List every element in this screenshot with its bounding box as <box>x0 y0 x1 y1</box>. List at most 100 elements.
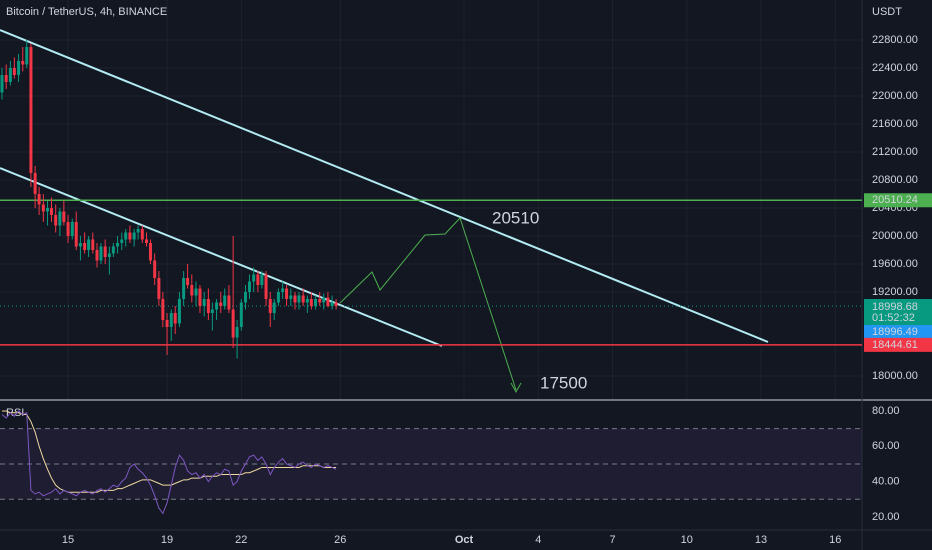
level-badge <box>864 337 932 352</box>
rsi-tick-label: 40.00 <box>872 476 900 488</box>
candle-body <box>120 239 124 243</box>
candle-body <box>54 214 58 226</box>
candle-body <box>272 302 276 313</box>
y-tick-label: 22400.00 <box>872 62 918 74</box>
candle-body <box>198 288 202 306</box>
candle-body <box>260 274 264 285</box>
candle-body <box>145 239 149 243</box>
level-label: 20510.24 <box>872 194 918 206</box>
rsi-pane <box>0 400 862 530</box>
candle-body <box>285 288 289 299</box>
level-badge <box>864 193 932 208</box>
candle-body <box>58 211 62 226</box>
candle-body <box>190 284 194 296</box>
y-tick-label: 18000.00 <box>872 370 918 382</box>
candle-body <box>128 232 132 240</box>
candle-body <box>103 246 107 257</box>
plot: 15 19 22 26 Oct 4 7 10 13 16 22800.00 22400.00 22000… <box>0 34 932 546</box>
candle-body <box>223 295 227 306</box>
candle-body <box>252 274 256 282</box>
projection-path <box>339 217 517 391</box>
y-tick-label: 20800.00 <box>872 174 918 186</box>
candle-body <box>297 295 301 303</box>
x-tick-label: 10 <box>681 534 693 546</box>
rsi-band-fill <box>0 428 862 500</box>
candle-body <box>281 288 285 292</box>
candle-body <box>111 246 115 254</box>
candle-body <box>276 291 280 303</box>
candle-body <box>301 295 305 303</box>
candle-body <box>318 298 322 303</box>
candle-body <box>231 309 235 338</box>
candle-body <box>95 249 99 261</box>
candle-body <box>33 172 37 194</box>
candle-body <box>210 309 214 313</box>
level-label: 18444.61 <box>872 339 918 351</box>
second-price-badge <box>864 325 932 338</box>
candle-body <box>330 302 334 306</box>
candle-body <box>247 281 251 292</box>
trend-line <box>0 167 443 347</box>
candle-body <box>124 232 128 240</box>
candle-body <box>173 312 177 324</box>
candle-body <box>293 295 297 303</box>
candle-body <box>29 46 33 173</box>
countdown: 01:52:32 <box>872 312 915 324</box>
candle-body <box>140 228 144 240</box>
candle-body <box>322 297 326 303</box>
candle-body <box>46 207 50 212</box>
candle-body <box>107 253 111 257</box>
candle-body <box>87 239 91 250</box>
y-tick-label: 22000.00 <box>872 90 918 102</box>
rsi-ma-line <box>1 410 337 493</box>
candle-body <box>70 221 74 236</box>
y-tick-label: 19200.00 <box>872 286 918 298</box>
candle-body <box>256 274 260 285</box>
projection-arrow <box>510 382 522 394</box>
candle-body <box>74 221 78 247</box>
candle-body <box>334 302 338 307</box>
y-tick-label: 20000.00 <box>872 230 918 242</box>
candle-body <box>116 242 120 247</box>
candle-body <box>41 204 45 212</box>
last-price: 18998.68 <box>872 301 918 313</box>
candle-body <box>25 46 29 65</box>
candle-body <box>99 246 103 261</box>
rsi-tick-label: 20.00 <box>872 511 900 523</box>
candle-body <box>268 298 272 313</box>
candle-body <box>83 242 87 250</box>
candle-body <box>157 277 161 299</box>
last-price-badge <box>864 299 932 325</box>
y-tick-label: 22800.00 <box>872 34 918 46</box>
candle-body <box>37 193 41 205</box>
candle-body <box>194 288 198 296</box>
trend-line <box>0 29 769 343</box>
x-tick-label: Oct <box>455 534 474 546</box>
candle-body <box>202 298 206 306</box>
candle-body <box>0 74 4 93</box>
candle-body <box>12 67 16 75</box>
candle-body <box>264 274 268 299</box>
candle-body <box>206 298 210 313</box>
candle-body <box>314 298 318 306</box>
candle-body <box>309 298 313 306</box>
candle-body <box>21 60 25 65</box>
rsi-tick-label: 80.00 <box>872 405 900 417</box>
price-axis-unit: USDT <box>872 6 902 18</box>
candle-body <box>305 298 309 303</box>
chart-title: Bitcoin / TetherUS, 4h, BINANCE <box>6 6 167 18</box>
x-tick-label: 7 <box>609 534 615 546</box>
candle-body <box>49 207 53 215</box>
candle-body <box>244 291 248 303</box>
x-tick-label: 16 <box>829 534 841 546</box>
candle-body <box>8 67 12 82</box>
candle-body <box>227 295 231 310</box>
x-tick-label: 15 <box>62 534 74 546</box>
y-tick-label: 21600.00 <box>872 118 918 130</box>
y-tick-label: 21200.00 <box>872 146 918 158</box>
candle-body <box>78 242 82 247</box>
candle-body <box>165 319 169 327</box>
candle-body <box>148 242 152 261</box>
candle-body <box>219 302 223 306</box>
